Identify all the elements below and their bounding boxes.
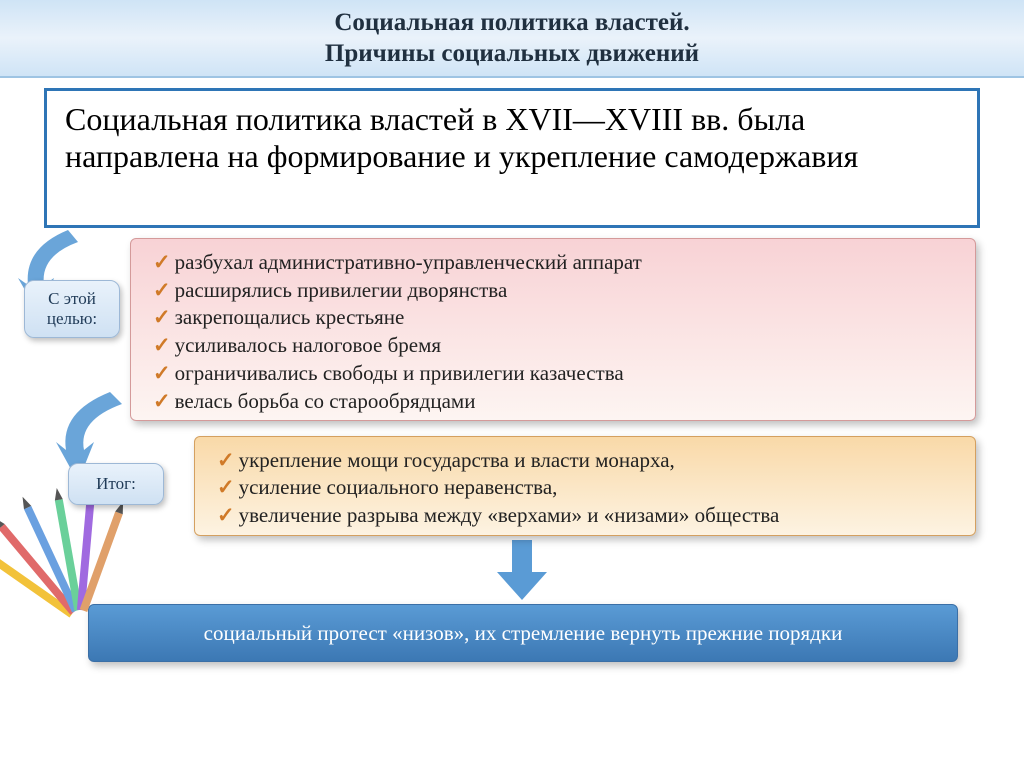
header-line2: Причины социальных движений xyxy=(325,38,699,69)
result-item: усиление социального неравенства, xyxy=(217,474,953,501)
slide-header: Социальная политика властей. Причины соц… xyxy=(0,0,1024,78)
header-line1: Социальная политика властей. xyxy=(334,7,689,38)
result-item: укрепление мощи государства и власти мон… xyxy=(217,447,953,474)
goal-label-pill: С этой целью: xyxy=(24,280,120,338)
results-box: укрепление мощи государства и власти мон… xyxy=(194,436,976,536)
result-item: увеличение разрыва между «верхами» и «ни… xyxy=(217,502,953,529)
goals-box: разбухал административно-управленческий … xyxy=(130,238,976,421)
result-label-text: Итог: xyxy=(96,474,136,494)
goal-item: ограничивались свободы и привилегии каза… xyxy=(153,360,953,388)
arrow-down-icon xyxy=(497,540,547,600)
goal-label-text: С этой целью: xyxy=(25,289,119,329)
goal-item: разбухал административно-управленческий … xyxy=(153,249,953,277)
goal-item: расширялись привилегии дворянства xyxy=(153,277,953,305)
results-list: укрепление мощи государства и власти мон… xyxy=(217,447,953,529)
goals-list: разбухал административно-управленческий … xyxy=(153,249,953,415)
goal-item: закрепощались крестьяне xyxy=(153,304,953,332)
main-statement-text: Социальная политика властей в XVII—XVIII… xyxy=(65,101,858,174)
result-label-pill: Итог: xyxy=(68,463,164,505)
goal-item: велась борьба со старообрядцами xyxy=(153,388,953,416)
conclusion-text: социальный протест «низов», их стремлени… xyxy=(204,621,843,646)
main-statement-box: Социальная политика властей в XVII—XVIII… xyxy=(44,88,980,228)
goal-item: усиливалось налоговое бремя xyxy=(153,332,953,360)
conclusion-box: социальный протест «низов», их стремлени… xyxy=(88,604,958,662)
